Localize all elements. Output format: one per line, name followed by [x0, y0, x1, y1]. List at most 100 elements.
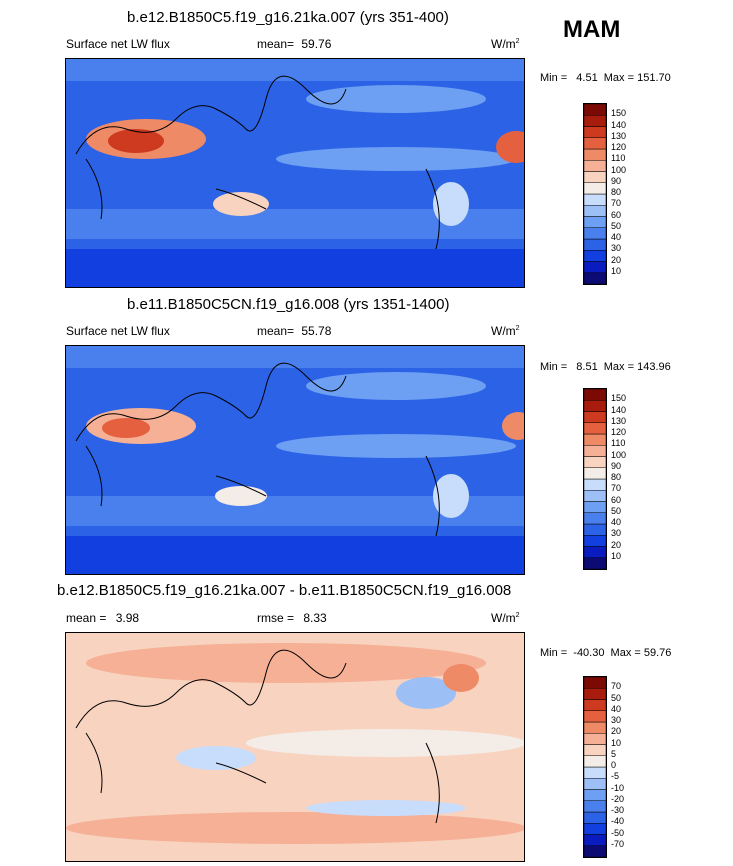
panel-3-title: b.e12.B1850C5.f19_g16.21ka.007 - b.e11.B… — [57, 582, 512, 599]
panel-3-colorbar-swatch — [584, 677, 606, 689]
panel-3-colorbar-swatch — [584, 699, 606, 711]
panel-3-colorbar-tick-label: -30 — [611, 805, 625, 815]
panel-1-colorbar-swatch — [584, 250, 606, 262]
panel-1-npacific-blob — [306, 85, 486, 113]
panel-3-colorbar-tick-label: 50 — [611, 692, 622, 703]
panel-2-colorbar-swatch — [584, 389, 606, 401]
panel-2-mean-value: 55.78 — [301, 324, 332, 338]
panel-2-mean-label: mean= — [257, 324, 295, 338]
panel-1-colorbar-swatch — [584, 104, 606, 116]
panel-3-npacific-blue — [396, 677, 456, 709]
panel-1-map-svg — [66, 59, 524, 287]
panel-2-map-svg — [66, 346, 524, 574]
panel-2-mean: mean= 55.78 — [257, 324, 331, 338]
panel-3-colorbar-swatch — [584, 789, 606, 801]
panel-3-colorbar-swatch — [584, 710, 606, 723]
panel-1-colorbar-tick-label: 10 — [611, 265, 622, 276]
panel-3-rmse: rmse = 8.33 — [257, 611, 327, 625]
panel-1-units-text: W/m — [491, 37, 516, 51]
panel-3-colorbar-tick-label: 5 — [611, 748, 617, 759]
panel-1-samerica-blob — [433, 182, 469, 226]
panel-3-colorbar-svg — [583, 676, 607, 858]
panel-2-colorbar-swatch — [584, 523, 606, 536]
panel-3-colorbar-swatch — [584, 688, 606, 700]
panel-1-colorbar-swatch — [584, 126, 606, 138]
panel-2-colorbar-swatch — [584, 512, 606, 525]
panel-1-colorbar-tick-label: 70 — [611, 198, 622, 209]
panel-3-colorbar-tick-label: -5 — [611, 771, 620, 782]
panel-3-natlantic-red — [443, 664, 479, 692]
panel-2-colorbar-swatch — [584, 557, 606, 569]
panel-1-australia-blob — [213, 192, 269, 216]
panel-3-rmse-label: rmse = — [257, 611, 295, 625]
panel-3-colorbar-swatch — [584, 778, 606, 790]
panel-1-east-edge-blob — [496, 131, 524, 163]
panel-3-colorbar-tick-label: -50 — [611, 827, 625, 838]
panel-1-colorbar-swatch — [584, 227, 606, 240]
panel-1-colorbar-svg — [583, 103, 607, 285]
panel-3-mean: mean = 3.98 — [66, 611, 139, 625]
panel-2-units: W/m2 — [491, 324, 520, 338]
panel-1-colorbar-tick-label: 120 — [611, 142, 627, 152]
panel-2-colorbar-swatch — [584, 456, 606, 468]
panel-1-colorbar-swatch — [584, 193, 606, 206]
panel-1-colorbar-swatch — [584, 216, 606, 228]
panel-3-units-sup: 2 — [515, 612, 520, 619]
panel-3-colorbar-swatch — [584, 721, 606, 734]
panel-3-colorbar: -70 -50 -40 -30 -20 -10 -5 0 5 10 20 30 40 50 70 — [583, 676, 653, 858]
panel-1-colorbar-tick-label: 50 — [611, 220, 622, 231]
panel-2-colorbar-swatch — [584, 445, 606, 457]
panel-3-units-text: W/m — [491, 611, 516, 625]
panel-3-south-pacific-blue — [306, 800, 466, 816]
panel-3-colorbar-tick-label: 0 — [611, 760, 617, 770]
panel-2-colorbar-swatch — [584, 433, 606, 446]
panel-2-colorbar-tick-label: 150 — [611, 393, 627, 404]
panel-3-colorbar-swatch — [584, 744, 606, 756]
panel-3-colorbar-tick-label: 70 — [611, 681, 622, 692]
panel-1-colorbar-swatch — [584, 137, 606, 150]
panel-2-colorbar-tick-label: 60 — [611, 494, 622, 505]
panel-3-map-svg — [66, 633, 524, 861]
panel-2-east-edge-blob — [502, 412, 524, 440]
panel-3-colorbar-tick-label: 40 — [611, 703, 622, 714]
panel-1-colorbar: 10 20 30 40 50 60 70 80 90 100 110 120 130 140 150 — [583, 103, 653, 285]
panel-1-variable-label: Surface net LW flux — [66, 37, 170, 51]
panel-3-max-value: 59.76 — [643, 647, 672, 659]
panel-3-equator-band — [246, 729, 524, 757]
panel-2-title: b.e11.B1850C5CN.f19_g16.008 (yrs 1351-14… — [127, 296, 450, 313]
panel-1-max-label: Max = — [603, 72, 635, 84]
panel-1-colorbar-tick-label: 60 — [611, 209, 622, 220]
panel-1-colorbar-tick-label: 140 — [611, 119, 627, 130]
panel-3-colorbar-tick-label: 30 — [611, 715, 622, 725]
panel-2-colorbar-tick-label: 50 — [611, 505, 622, 516]
panel-2-units-sup: 2 — [515, 325, 520, 332]
panel-1-arctic-band — [66, 59, 524, 81]
panel-1-min-label: Min = — [540, 72, 568, 84]
panel-3-colorbar-tick-label: 10 — [611, 737, 622, 748]
panel-1-map — [65, 58, 525, 288]
panel-3-colorbar-swatch — [584, 823, 606, 835]
panel-2-colorbar-tick-label: 40 — [611, 517, 622, 527]
panel-3-colorbar-swatch — [584, 811, 606, 824]
panel-1-colorbar-swatch — [584, 160, 606, 172]
panel-3-coastline-south — [85, 732, 440, 824]
panel-3-min-value: -40.30 — [573, 647, 605, 659]
panel-1-antarctic-band — [66, 249, 524, 287]
panel-1-units: W/m2 — [491, 37, 520, 51]
panel-2-colorbar-tick-label: 100 — [611, 449, 627, 460]
panel-2-colorbar-tick-label: 70 — [611, 483, 622, 494]
panel-1-colorbar-tick-label: 40 — [611, 232, 622, 242]
panel-2-minmax: Min = 8.51 Max = 143.96 — [540, 361, 671, 373]
panel-2-antarctic-band — [66, 536, 524, 574]
panel-1-coastline-north — [75, 75, 347, 155]
panel-3-indonesia-blue — [176, 746, 256, 770]
panel-2-colorbar-tick-label: 80 — [611, 472, 622, 482]
panel-1-min-value: 4.51 — [576, 72, 598, 84]
panel-2-colorbar-tick-label: 110 — [611, 438, 626, 449]
panel-3-colorbar-tick-label: -20 — [611, 793, 625, 804]
panel-3-max-label: Max = — [610, 647, 641, 659]
panel-3-mean-label: mean = — [66, 611, 107, 625]
panel-3-colorbar-tick-label: -40 — [611, 816, 625, 827]
panel-2-colorbar-swatch — [584, 400, 606, 412]
panel-3-colorbar-swatch — [584, 800, 606, 813]
